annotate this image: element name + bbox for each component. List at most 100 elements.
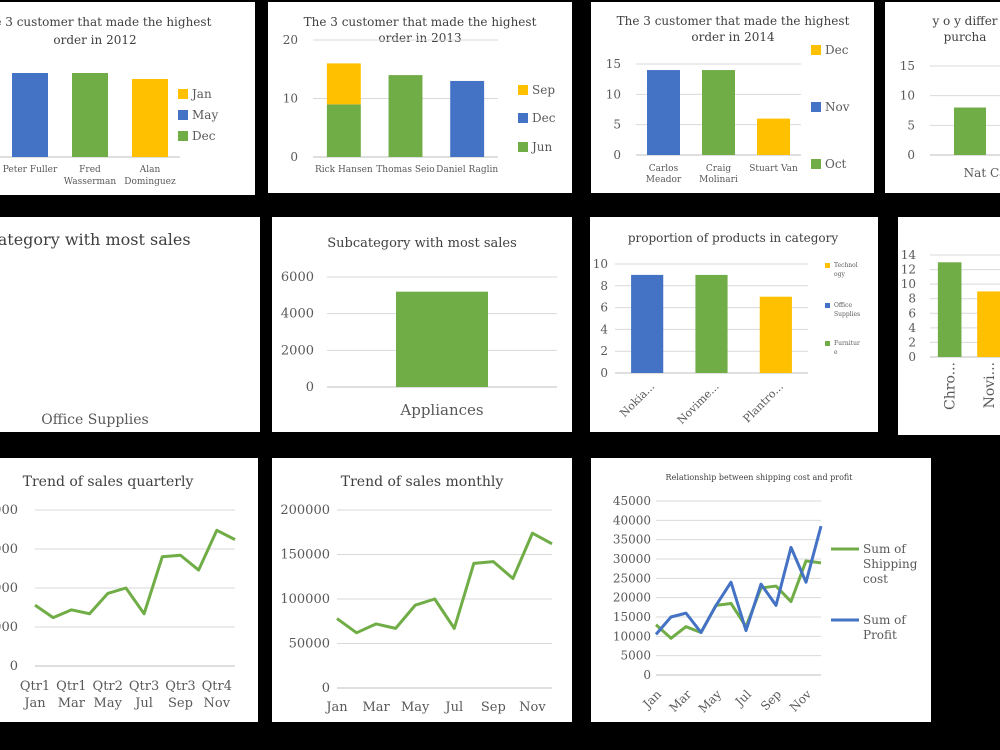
y-tick-label: 10 xyxy=(606,87,621,101)
x-tick-label: Jan xyxy=(22,696,46,711)
y-tick-label: 12 xyxy=(901,263,916,277)
chart-panel-category: Category with most sales Office Supplies xyxy=(0,217,260,432)
x-tick-label: Nokia... xyxy=(617,380,657,420)
x-tick-label: Qtr2 xyxy=(93,679,123,694)
y-tick-label: 10 xyxy=(283,92,298,106)
x-tick-label: May xyxy=(401,700,430,715)
y-tick-label: 20 xyxy=(283,33,298,47)
x-tick-label: Mar xyxy=(58,696,86,711)
chart-title: Relationship between shipping cost and p… xyxy=(666,473,854,482)
x-tick-label: Mar xyxy=(362,700,390,715)
y-tick-label: 30000 xyxy=(613,552,651,566)
bar xyxy=(132,79,168,157)
legend-swatch xyxy=(825,263,830,268)
y-tick-label: 4 xyxy=(600,322,608,336)
legend-swatch xyxy=(178,89,188,99)
y-tick-label: 8 xyxy=(908,292,916,306)
y-tick-label: 2 xyxy=(600,344,608,358)
legend-label: Supplies xyxy=(834,311,860,318)
bar xyxy=(326,63,361,105)
bar xyxy=(647,70,680,155)
x-tick-label: Appliances xyxy=(399,401,483,419)
legend-label: cost xyxy=(863,572,888,586)
x-tick-label: Meador xyxy=(646,175,682,185)
x-tick-label: Thomas Seio xyxy=(376,165,434,175)
chart-subcategory-most-sales: Subcategory with most sales 0 2000 4000 6000… xyxy=(281,236,557,419)
y-tick-label: 10 xyxy=(900,89,915,103)
legend-label: Nov xyxy=(825,100,850,114)
x-tick-label: Carlos xyxy=(649,164,679,174)
legend-label: Office xyxy=(834,302,852,309)
y-tick-label: 2 xyxy=(908,335,916,349)
x-tick-label: Qtr1 xyxy=(56,679,86,694)
bar xyxy=(72,73,108,157)
y-tick-label: 15 xyxy=(900,59,915,73)
y-tick-label: 4 xyxy=(908,321,916,335)
x-tick-label: Qtr3 xyxy=(165,679,195,694)
chart-trend-quarterly: Trend of sales quarterly0000000000000Qtr… xyxy=(0,474,236,711)
x-tick-label: Jan xyxy=(639,687,664,712)
x-tick-label: Peter Fuller xyxy=(3,165,58,175)
bar xyxy=(450,80,485,157)
y-tick-label: 4000 xyxy=(281,307,314,322)
y-tick-label: 0 xyxy=(613,148,621,162)
chart-panel-shipping-profit: Relationship between shipping cost and p… xyxy=(591,458,931,722)
chart-title: The 3 customer that made the highest xyxy=(0,15,212,29)
chart-panel-proportion: proportion of products in category 0 2 4 6 8 1… xyxy=(590,217,878,432)
legend-label: Jan xyxy=(190,87,212,101)
bar xyxy=(759,296,792,373)
x-tick-label: Sep xyxy=(168,696,193,711)
chart-category-most-sales: Category with most sales Office Supplies xyxy=(0,230,191,428)
legend-swatch xyxy=(811,102,821,112)
chart-panel-trend-quarterly: Trend of sales quarterly0000000000000Qtr… xyxy=(0,458,258,722)
legend-label: Dec xyxy=(532,111,556,125)
legend-label: Furnitur xyxy=(834,340,860,347)
chart-title: Trend of sales quarterly xyxy=(23,474,194,490)
legend-swatch xyxy=(825,303,830,308)
x-tick-label: Craig xyxy=(706,164,731,174)
y-tick-label: 25000 xyxy=(613,571,651,585)
legend-swatch xyxy=(518,85,528,95)
chart-title: proportion of products in category xyxy=(628,231,839,245)
legend-label: Oct xyxy=(825,157,847,171)
x-tick-label: Nov xyxy=(204,696,231,711)
y-tick-label: 0 xyxy=(643,668,651,682)
bar xyxy=(954,107,986,155)
x-tick-label: Dominguez xyxy=(124,177,176,187)
x-tick-label: May xyxy=(696,687,725,716)
x-tick-label: Fred xyxy=(79,165,101,175)
bar xyxy=(757,118,790,155)
legend-label: Sum of xyxy=(863,613,907,627)
y-tick-label: 14 xyxy=(901,248,917,262)
x-tick-label: Qtr1 xyxy=(20,679,50,694)
y-tick-label: 0 xyxy=(322,681,330,696)
y-tick-label: 5 xyxy=(907,118,915,132)
y-tick-label: 10 xyxy=(901,277,916,291)
legend-label: Profit xyxy=(863,628,897,642)
y-tick-label: 150000 xyxy=(280,548,330,563)
chart-title: The 3 customer that made the highest xyxy=(304,15,537,29)
series-line xyxy=(654,525,823,636)
legend-swatch xyxy=(811,45,821,55)
legend-swatch xyxy=(178,131,188,141)
legend-label: Dec xyxy=(825,43,849,57)
legend-label: Jun xyxy=(530,140,553,154)
chart-panel-customers-2012: The 3 customer that made the highest orde… xyxy=(0,2,255,195)
legend-label: ogy xyxy=(834,271,845,278)
y-tick-label: 2000 xyxy=(281,343,314,358)
x-tick-label: Jul xyxy=(133,696,153,711)
y-tick-label: 100000 xyxy=(280,592,330,607)
y-tick-label: 35000 xyxy=(613,533,651,547)
chart-proportion-products: proportion of products in category 0 2 4 6 8 1… xyxy=(593,231,860,427)
y-tick-label: 10 xyxy=(593,257,608,271)
y-tick-label: 0 xyxy=(10,659,18,674)
chart-panel-trend-monthly: Trend of sales monthly 0 50000 100000 150000… xyxy=(272,458,572,722)
x-tick-label: Sep xyxy=(481,700,506,715)
x-tick-label: Daniel Raglin xyxy=(436,165,498,175)
y-tick-label: 20000 xyxy=(613,591,651,605)
y-tick-label: 5000 xyxy=(620,649,651,663)
bar xyxy=(396,291,488,387)
legend-swatch xyxy=(825,341,830,346)
legend-label: May xyxy=(192,108,218,122)
